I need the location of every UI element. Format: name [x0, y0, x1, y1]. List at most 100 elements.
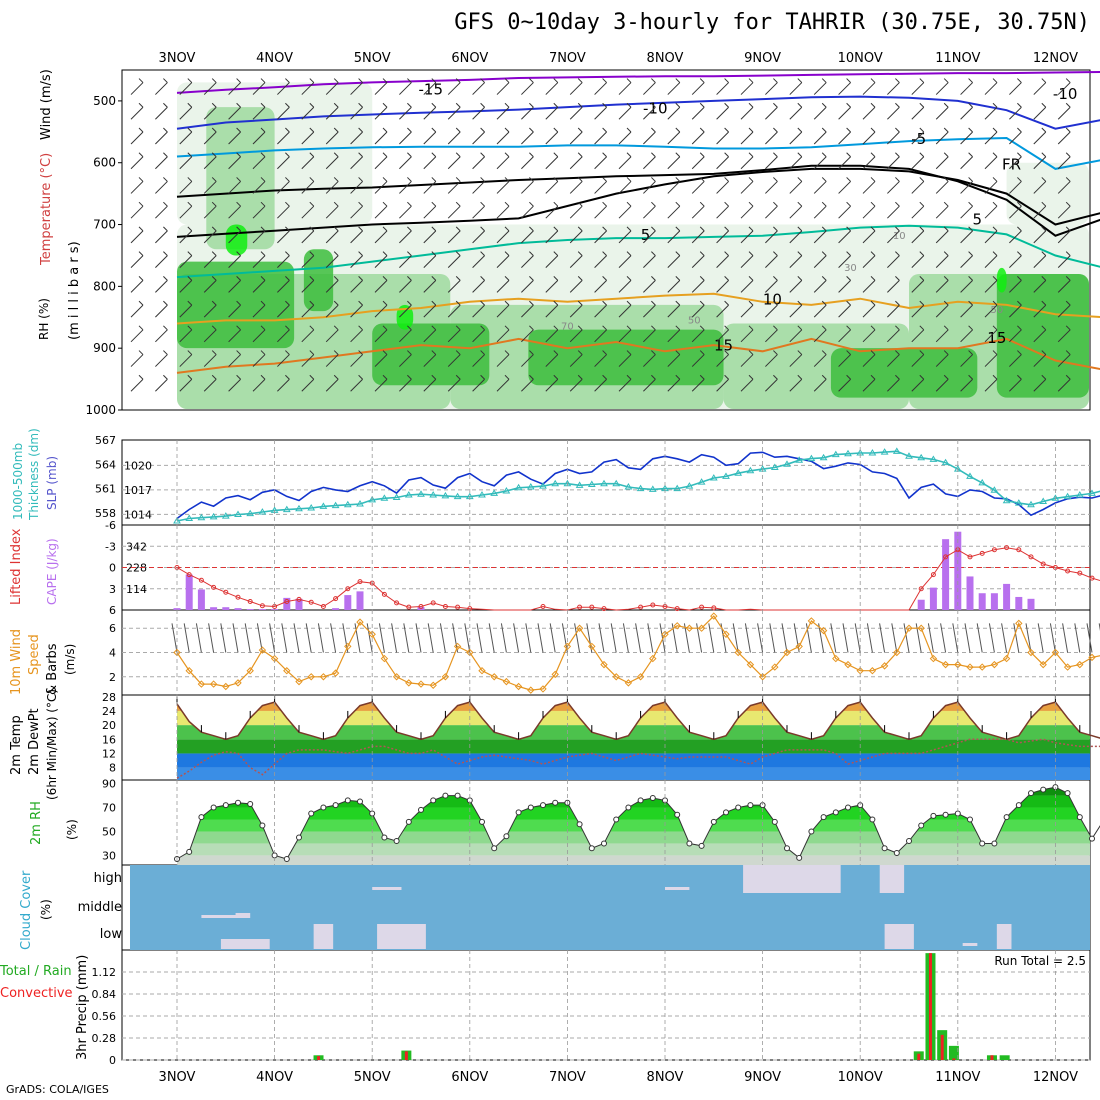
wind-barb [203, 329, 217, 343]
wind-barb [423, 378, 437, 392]
wind-barb-flag [602, 325, 607, 331]
wind-barb [594, 82, 607, 95]
wind-barb-flag [724, 78, 729, 83]
wind-barb-flag [431, 325, 437, 331]
bar-precip-convective [990, 1055, 994, 1060]
isotherm-label: -10 [1053, 85, 1078, 103]
wind-barb-flag [968, 127, 973, 133]
wind-barb-flag [968, 78, 973, 83]
wind-barb [935, 82, 949, 95]
wind-barb [765, 156, 778, 170]
wind-barb [740, 354, 754, 367]
data-point-rh [625, 804, 632, 811]
wind-barb-flag [675, 102, 681, 108]
wind-barb [765, 255, 778, 268]
wind-barb-flag [480, 127, 485, 133]
wind-barb [155, 205, 168, 219]
bar-cape [234, 608, 242, 610]
wind-barb [325, 354, 339, 367]
wind-barb-flag [529, 325, 534, 331]
wind-barb-flag [163, 374, 168, 380]
wind-barb [252, 378, 266, 392]
wind-barb-flag [602, 226, 607, 232]
wind-barb [887, 230, 900, 244]
wind-barb-flag [748, 152, 754, 158]
temp-band [177, 710, 1090, 726]
wind-barb-flag [138, 152, 144, 158]
wind-barb-flag [333, 251, 339, 256]
wind-barb [618, 156, 632, 170]
cloud-block-high [372, 887, 402, 890]
wind-barb [716, 106, 729, 120]
wind-barb [716, 181, 729, 194]
wind-barb-flag [919, 127, 925, 133]
data-point-rh [344, 797, 351, 804]
wind-barb [960, 255, 973, 268]
wind-barb [521, 106, 534, 120]
wind-barb [716, 230, 729, 244]
data-point-wind-speed [929, 654, 938, 663]
wind-barb-flag [333, 177, 339, 182]
data-point-rh [515, 809, 522, 816]
wind-barb-flag [455, 300, 461, 306]
wind-barb [789, 255, 803, 268]
data-point-lifted-index [211, 584, 217, 590]
data-point-rh [637, 797, 644, 804]
data-point-lifted-index [918, 586, 924, 592]
wind-barb [374, 181, 388, 194]
y-tick-label-thickness: 567 [95, 434, 116, 447]
panel-frame-1 [121, 439, 1091, 526]
wind-barb-flag [895, 300, 900, 306]
data-point-wind-speed [185, 667, 193, 675]
wind-barb-flag [895, 251, 900, 256]
wind-barb [569, 329, 583, 343]
wind-barb-flag [651, 350, 656, 355]
data-point-rh [893, 850, 900, 857]
data-point-wind-speed [1088, 653, 1096, 662]
wind-barb-flag [919, 201, 925, 207]
wind-barb-flag [309, 374, 315, 380]
y-tick-label-pressure: 700 [93, 218, 116, 232]
wind-barb-flag [870, 152, 876, 158]
wind-barb [594, 378, 607, 392]
isotherm-line-10 [176, 292, 1100, 325]
data-point-thickness [246, 509, 255, 517]
wind-barb-10m [549, 623, 556, 653]
date-label-bottom: 6NOV [451, 1070, 488, 1085]
wind-barb-flag [675, 251, 681, 256]
wind-barb [155, 378, 168, 392]
data-point-wind-speed [514, 682, 523, 691]
wind-barb [716, 280, 729, 293]
wind-barb [228, 304, 241, 318]
data-point-thickness [319, 502, 328, 509]
wind-barb-flag [236, 350, 241, 355]
data-point-rh [540, 802, 546, 809]
data-point-lifted-index [455, 604, 461, 610]
data-point-rh [820, 814, 827, 821]
wind-barb-flag [577, 127, 583, 133]
wind-barb-flag [748, 78, 754, 83]
data-point-wind-speed [319, 673, 328, 681]
wind-barb [447, 181, 461, 194]
wind-barb-flag [480, 300, 485, 306]
wind-barb-flag [455, 276, 461, 281]
wind-barb [935, 205, 949, 219]
wind-barb [813, 106, 827, 120]
y-tick-label-cloud-low: low [100, 927, 123, 942]
wind-barb-flag [895, 127, 900, 133]
bar-cape [917, 599, 925, 610]
data-point-wind-speed [636, 673, 645, 681]
data-point-rh [186, 848, 193, 855]
data-point-wind-speed [429, 681, 437, 689]
wind-barb-flag [504, 78, 510, 83]
wind-barb-flag [333, 325, 339, 331]
wind-barb-flag [309, 325, 315, 331]
wind-barb-flag [382, 226, 388, 232]
wind-barb [496, 230, 510, 244]
wind-barb [301, 131, 315, 145]
wind-barb [667, 205, 681, 219]
wind-barb [399, 378, 412, 392]
wind-barb-flag [675, 152, 681, 158]
wind-barb [277, 205, 290, 219]
